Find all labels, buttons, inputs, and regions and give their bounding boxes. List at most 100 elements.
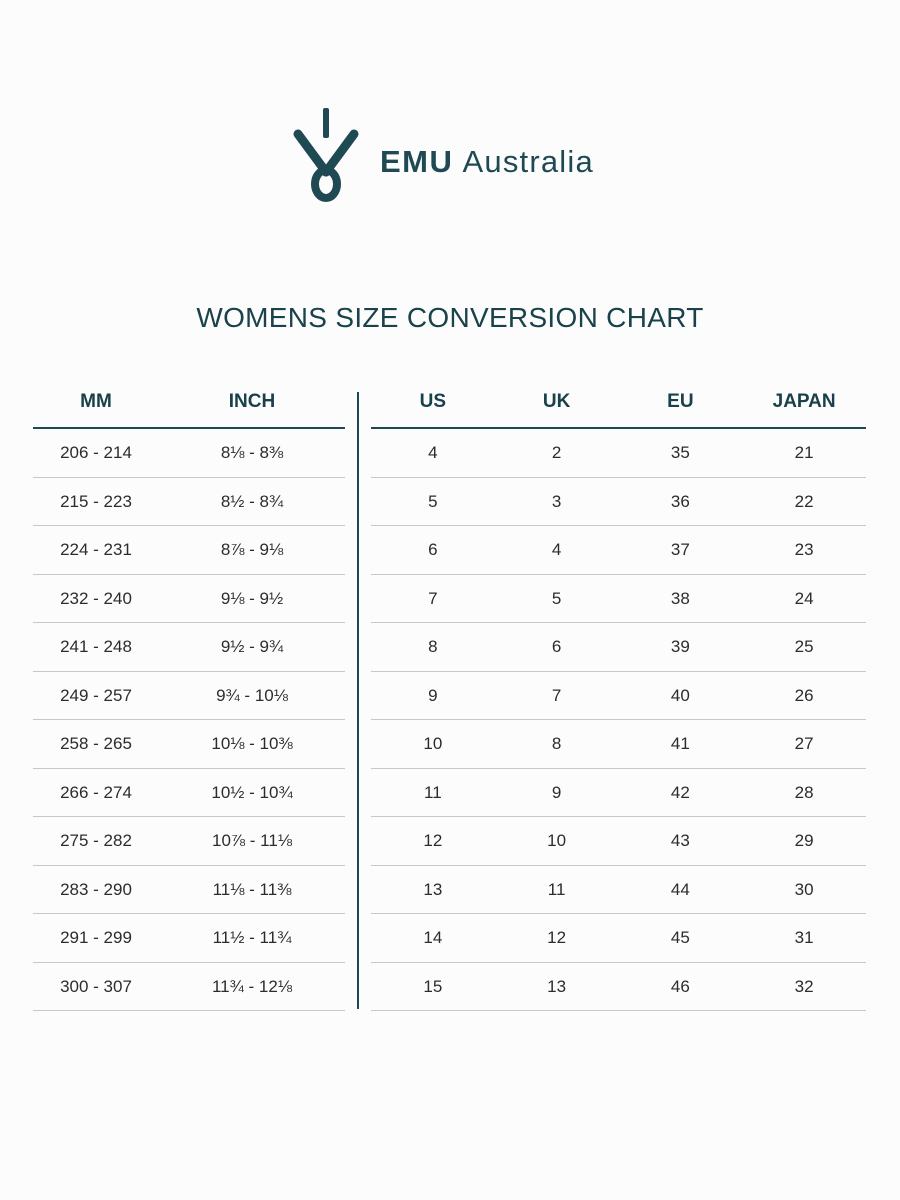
cell-uk: 9 (551, 782, 562, 802)
emu-logo-icon (293, 108, 359, 202)
table-row: 300 - 307 11¾ - 12⅛ (33, 963, 345, 1011)
cell-inch: 10⅞ - 11⅛ (211, 831, 293, 850)
cell-us: 14 (423, 928, 443, 947)
table-row: 4 2 35 21 (371, 429, 866, 478)
cell-mm: 283 - 290 (60, 879, 132, 899)
cell-japan: 30 (794, 879, 814, 899)
cell-mm: 291 - 299 (60, 928, 132, 947)
cell-mm: 232 - 240 (60, 588, 132, 608)
table-row: 241 - 248 9½ - 9¾ (33, 623, 345, 672)
table-row: 11 9 42 28 (371, 769, 866, 817)
cell-japan: 28 (794, 782, 814, 802)
table-row: 283 - 290 11⅛ - 11⅜ (33, 866, 345, 914)
cell-eu: 40 (670, 685, 690, 705)
cell-mm: 215 - 223 (60, 491, 132, 511)
table-row: 206 - 214 8⅛ - 8⅜ (33, 429, 345, 478)
brand-name-light: Australia (462, 144, 594, 179)
cell-uk: 10 (547, 831, 567, 850)
table-row: 215 - 223 8½ - 8¾ (33, 478, 345, 526)
cell-us: 8 (428, 637, 438, 656)
header-eu: EU (667, 391, 694, 412)
cell-uk: 12 (547, 928, 567, 947)
table-row: 232 - 240 9⅛ - 9½ (33, 575, 345, 623)
table-row: 15 13 46 32 (371, 963, 866, 1011)
table-row: 13 11 44 30 (371, 866, 866, 914)
cell-mm: 300 - 307 (60, 976, 132, 996)
cell-mm: 241 - 248 (60, 637, 132, 656)
column-divider (357, 392, 359, 1009)
cell-mm: 258 - 265 (60, 734, 132, 753)
cell-japan: 29 (794, 831, 814, 850)
table-row: 12 10 43 29 (371, 817, 866, 866)
table-row: 249 - 257 9¾ - 10⅛ (33, 672, 345, 720)
cell-us: 6 (428, 540, 438, 559)
table-header: US UK EU JAPAN (371, 383, 866, 429)
cell-inch: 10⅛ - 10⅜ (211, 734, 293, 753)
cell-eu: 37 (670, 540, 690, 559)
size-table-measurements: MM INCH 206 - 214 8⅛ - 8⅜ 215 - 223 8½ - 8¾… (33, 383, 345, 1011)
size-table-conversions: US UK EU JAPAN 4 2 35 2 1 5 3 36 22 6 4 37 23 7 5 38 24 8… (371, 383, 866, 1011)
cell-us: 12 (423, 831, 443, 850)
cell-uk: 11 (547, 879, 566, 899)
cell-uk: 13 (547, 976, 567, 996)
cell-inch: 10½ - 10¾ (211, 782, 293, 802)
table-row: 10 8 41 27 (371, 720, 866, 769)
cell-us: 11 (424, 782, 442, 802)
header-inch: INCH (228, 391, 276, 412)
cell-eu: 38 (670, 588, 690, 608)
cell-mm: 266 - 274 (60, 782, 132, 802)
cell-japan: 21 (794, 443, 814, 462)
cell-eu: 45 (670, 928, 690, 947)
cell-us: 4 (428, 443, 438, 462)
table-row: 291 - 299 11½ - 11¾ (33, 914, 345, 963)
table-row: 275 - 282 10⅞ - 11⅛ (33, 817, 345, 866)
cell-inch: 11½ - 11¾ (212, 928, 292, 947)
cell-japan: 31 (794, 928, 814, 947)
cell-inch: 11⅛ - 11⅜ (212, 879, 292, 899)
cell-eu: 43 (670, 831, 690, 850)
cell-inch: 8⅞ - 9⅛ (220, 540, 284, 559)
cell-eu: 44 (670, 879, 690, 899)
cell-japan: 22 (794, 491, 814, 511)
cell-eu: 35 (670, 443, 690, 462)
table-row: 8 6 39 25 (371, 623, 866, 672)
cell-inch: 9¾ - 10⅛ (216, 685, 288, 705)
cell-uk: 7 (551, 685, 562, 705)
brand-logo: EMU Australia (292, 106, 622, 206)
cell-us: 13 (423, 879, 443, 899)
cell-eu: 36 (670, 491, 690, 511)
cell-japan: 32 (794, 976, 814, 996)
cell-japan: 23 (794, 540, 814, 559)
cell-mm: 206 - 214 (60, 443, 132, 462)
cell-eu: 46 (670, 976, 690, 996)
cell-japan: 26 (794, 685, 814, 705)
cell-uk: 6 (551, 637, 562, 656)
cell-eu: 39 (670, 637, 690, 656)
header-uk: UK (542, 391, 571, 412)
cell-mm: 249 - 257 (60, 685, 132, 705)
cell-inch: 8½ - 8¾ (220, 491, 284, 511)
cell-eu: 42 (670, 782, 690, 802)
cell-uk: 3 (551, 491, 562, 511)
cell-uk: 2 (551, 443, 562, 462)
page-title: WOMENS SIZE CONVERSION CHART (196, 302, 704, 333)
table-row: 14 12 45 31 (371, 914, 866, 963)
cell-japan: 24 (794, 588, 814, 608)
cell-us: 10 (423, 734, 443, 753)
cell-us: 9 (428, 685, 438, 705)
header-japan: JAPAN (772, 391, 836, 412)
cell-inch: 9⅛ - 9½ (220, 588, 284, 608)
brand-wordmark: EMU Australia (380, 144, 594, 180)
table-row: 9 7 40 26 (371, 672, 866, 720)
table-row: 5 3 36 22 (371, 478, 866, 526)
cell-us: 15 (423, 976, 443, 996)
cell-inch: 11¾ - 12⅛ (211, 976, 293, 996)
table-row: 224 - 231 8⅞ - 9⅛ (33, 526, 345, 575)
cell-uk: 8 (551, 734, 562, 753)
cell-mm: 275 - 282 (60, 831, 132, 850)
table-row: 258 - 265 10⅛ - 10⅜ (33, 720, 345, 769)
table-row: 6 4 37 23 (371, 526, 866, 575)
cell-japan: 27 (794, 734, 814, 753)
table-header: MM INCH (33, 383, 345, 429)
cell-uk: 5 (551, 588, 562, 608)
